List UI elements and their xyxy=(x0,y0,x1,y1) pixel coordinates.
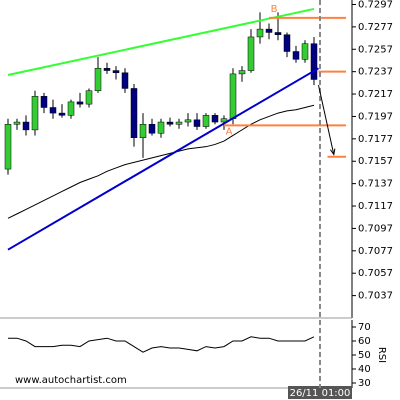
candle-body xyxy=(130,88,138,138)
candle-body xyxy=(76,101,84,105)
candle-body xyxy=(40,96,48,108)
trend-line xyxy=(7,7,315,76)
candle-body xyxy=(103,68,111,71)
candle-body xyxy=(175,121,183,125)
y-tick-label: 0.7217 xyxy=(358,89,393,100)
candle-body xyxy=(166,121,174,125)
x-label-box xyxy=(288,386,352,399)
candle-body xyxy=(274,32,282,35)
candle-body xyxy=(238,70,246,75)
candle-body xyxy=(193,119,201,127)
candle-body xyxy=(184,119,192,123)
candle-body xyxy=(229,73,237,119)
candle-body xyxy=(310,43,318,80)
rsi-tick-label: 50 xyxy=(358,350,371,361)
y-tick-label: 0.7057 xyxy=(358,268,393,279)
candle-body xyxy=(157,121,165,134)
trend-line xyxy=(7,67,320,251)
y-tick-label: 0.7117 xyxy=(358,201,393,212)
y-tick-label: 0.7097 xyxy=(358,223,393,234)
y-tick-label: 0.7297 xyxy=(358,0,393,10)
watermark: www.autochartist.com xyxy=(15,375,127,386)
y-tick-label: 0.7197 xyxy=(358,111,393,122)
rsi-line xyxy=(8,336,315,353)
candle-body xyxy=(13,121,21,125)
arrow-head xyxy=(329,148,336,156)
rsi-tick-label: 30 xyxy=(358,378,371,389)
rsi-label: RSI xyxy=(376,347,387,363)
rsi-tick-label: 70 xyxy=(358,322,371,333)
x-label: 26/11 01:00 xyxy=(290,388,351,399)
rsi-tick-label: 60 xyxy=(358,336,371,347)
y-tick-label: 0.7077 xyxy=(358,246,393,257)
candle-body xyxy=(4,124,12,170)
candle-body xyxy=(121,72,129,89)
candle-body xyxy=(94,68,102,91)
candle-body xyxy=(49,107,57,114)
level-label: B xyxy=(271,4,278,15)
rsi-tick-label: 40 xyxy=(358,364,371,375)
candle-body xyxy=(139,124,147,138)
candle-body xyxy=(211,115,219,123)
y-tick-label: 0.7037 xyxy=(358,291,393,302)
moving-average xyxy=(7,104,315,219)
candle-body xyxy=(67,101,75,116)
candle-body xyxy=(247,36,255,71)
candle-body xyxy=(112,70,120,74)
candle-body xyxy=(31,96,39,131)
y-tick-label: 0.7137 xyxy=(358,179,393,190)
candle-body xyxy=(202,115,210,127)
candle-body xyxy=(22,121,30,131)
y-tick-label: 0.7157 xyxy=(358,156,393,167)
level-label: A xyxy=(226,126,233,137)
candle-body xyxy=(58,112,66,116)
y-tick-label: 0.7277 xyxy=(358,22,393,33)
candle-body xyxy=(220,118,228,123)
candle-body xyxy=(256,28,264,38)
candle-body xyxy=(148,124,156,134)
forecast-arrow xyxy=(318,84,335,155)
y-tick-label: 0.7257 xyxy=(358,44,393,55)
y-tick-label: 0.7237 xyxy=(358,67,393,78)
candle-body xyxy=(265,28,273,33)
candle-body xyxy=(85,90,93,105)
candle-body xyxy=(301,43,309,60)
candle-body xyxy=(292,51,300,60)
y-tick-label: 0.7177 xyxy=(358,134,393,145)
candle-body xyxy=(283,34,291,52)
